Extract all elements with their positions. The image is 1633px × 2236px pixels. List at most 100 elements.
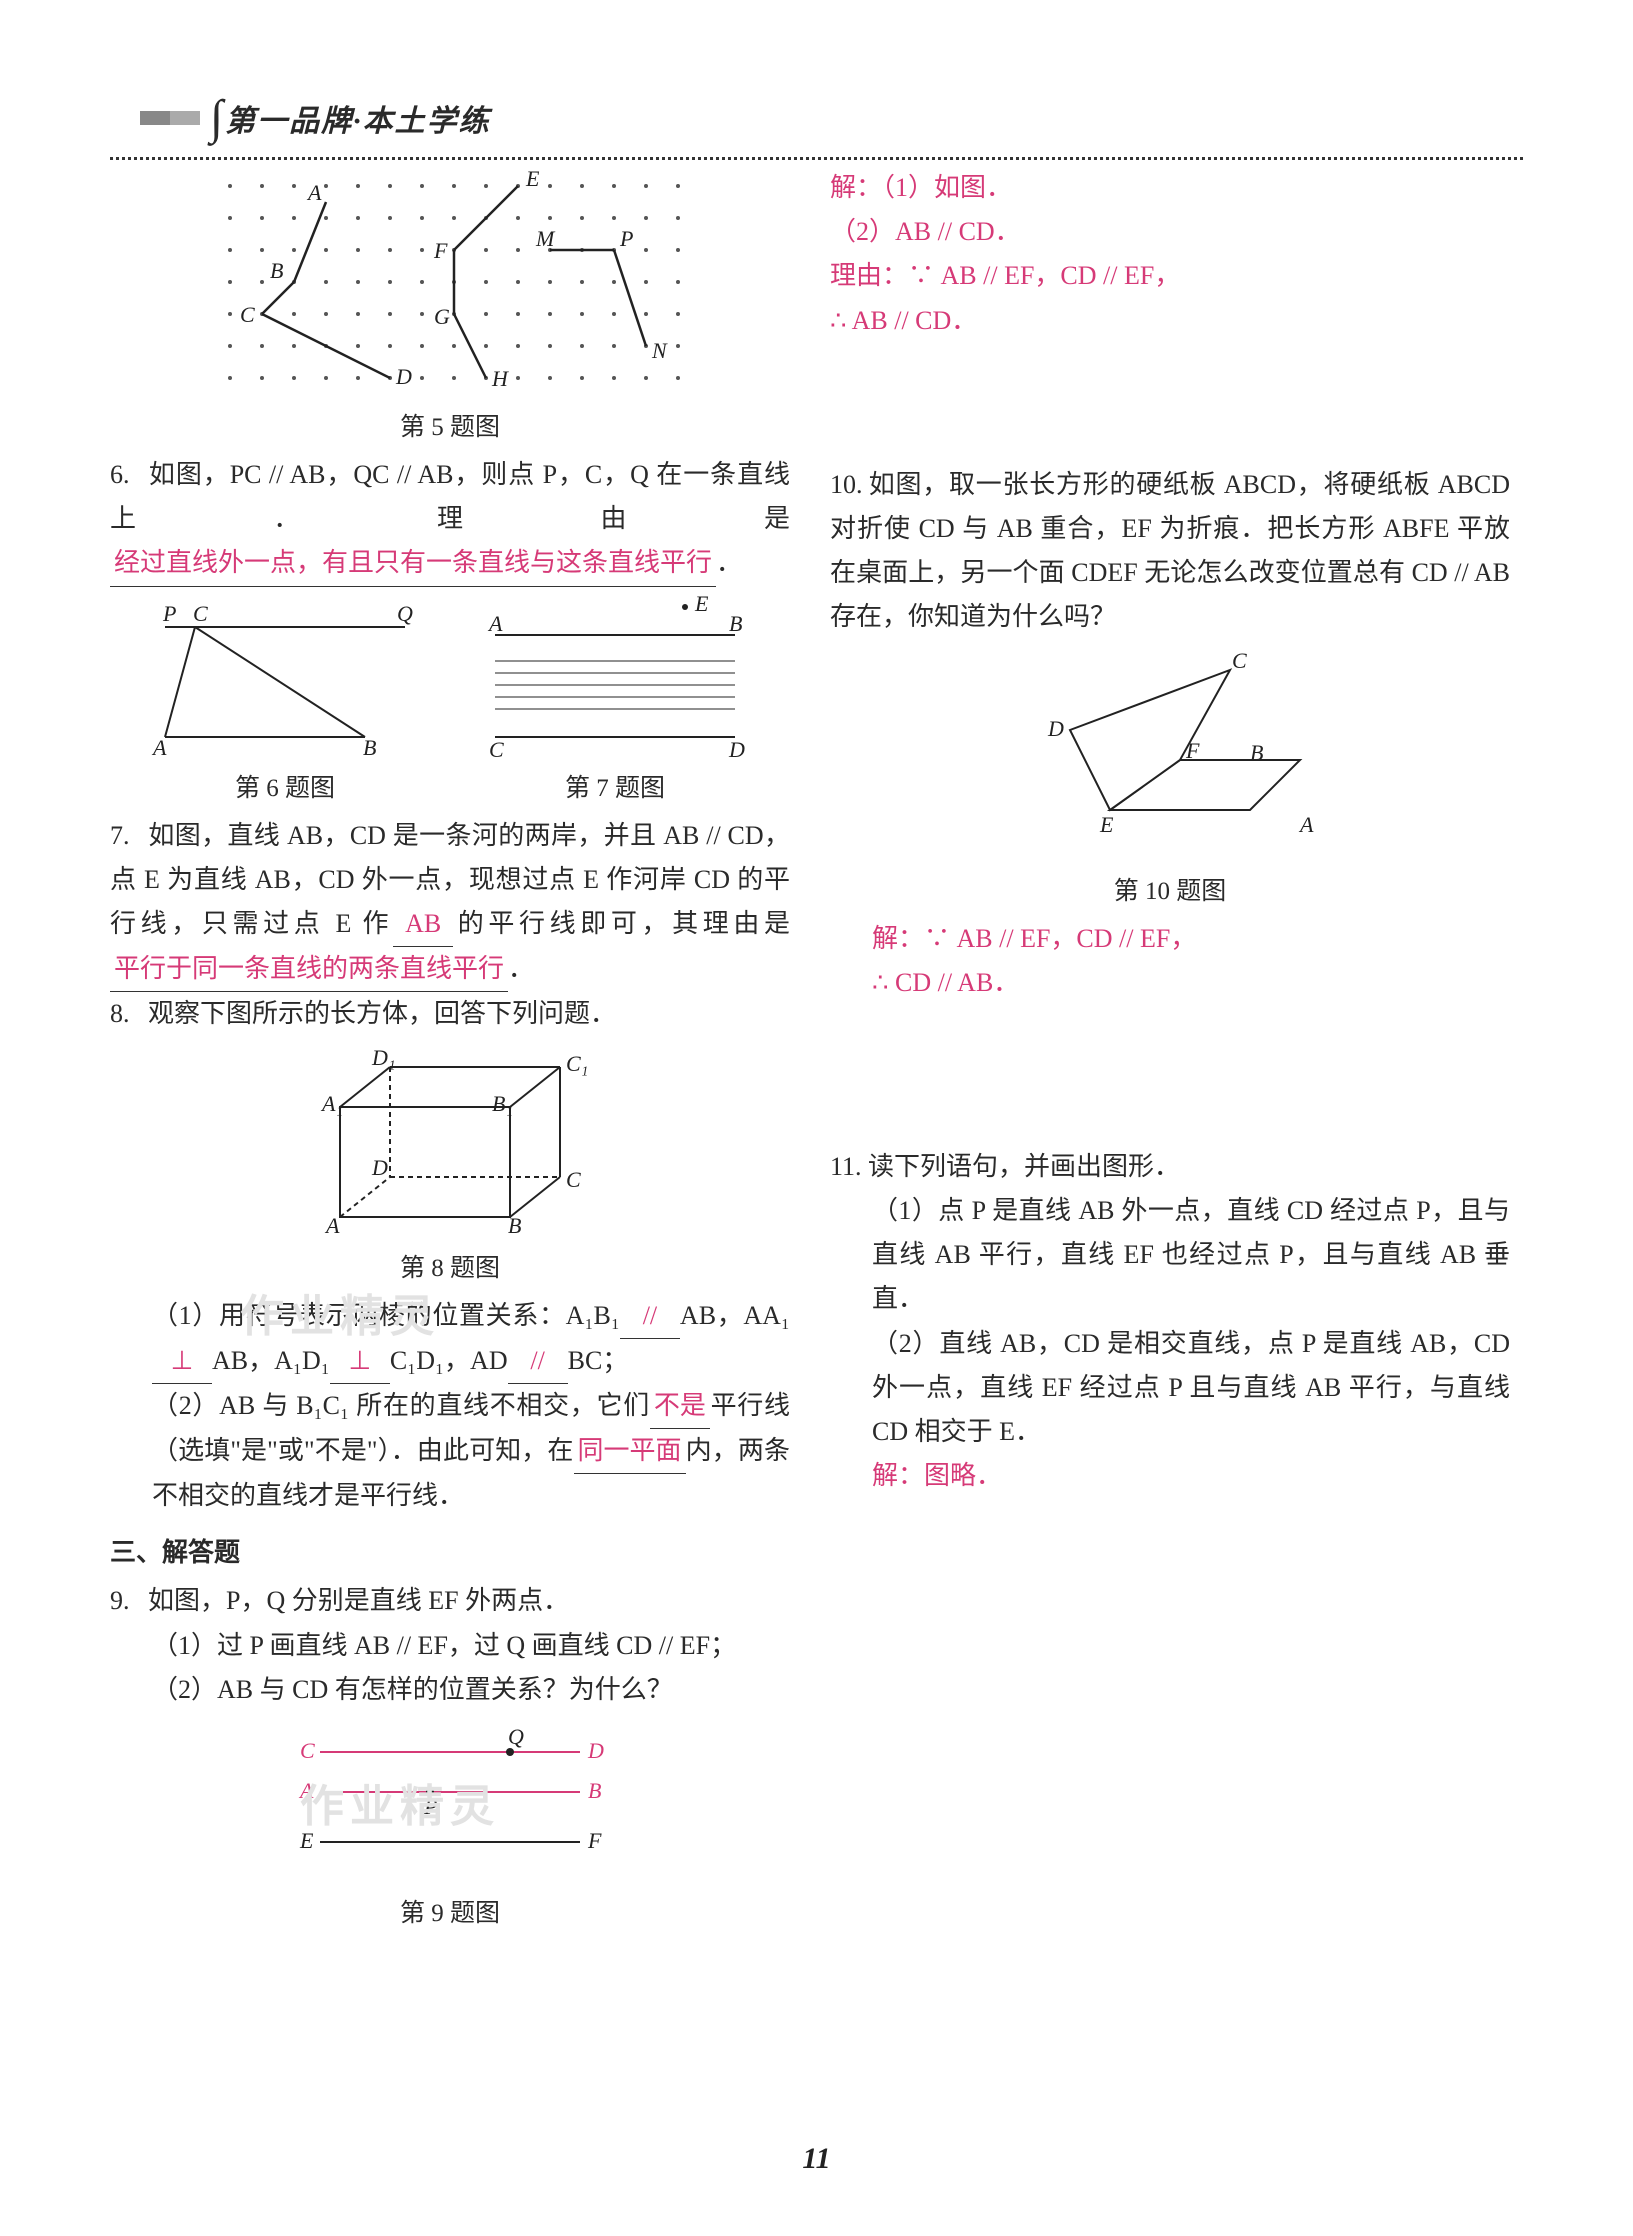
svg-text:H: H [491,366,509,391]
svg-text:C₁: C₁ [566,1051,588,1076]
svg-text:A: A [306,180,322,205]
q6-text-post: ． [716,548,742,577]
q9-p1: （1）过 P 画直线 AB // EF，过 Q 画直线 CD // EF； [110,1624,790,1668]
svg-text:B: B [729,611,742,636]
figure-9: C D Q A B P E F 第 9 题图 [110,1712,790,1929]
figure-5: A B C D E F G H M P N 第 5 题图 [110,166,790,443]
question-11: 11.读下列语句，并画出图形． [830,1145,1510,1189]
q8-p1-end: BC； [568,1346,629,1375]
svg-text:A₁: A₁ [320,1091,343,1116]
figure-9-caption: 第 9 题图 [110,1893,790,1929]
q11-text: 读下列语句，并画出图形． [868,1152,1180,1181]
svg-text:A: A [487,611,503,636]
question-9: 9.如图，P，Q 分别是直线 EF 外两点． [110,1579,790,1623]
header-bar-icon [140,111,200,125]
dotted-divider [110,157,1523,160]
solution-9: 解：（1）如图． （2）AB // CD． 理由：∵ AB // EF，CD /… [830,166,1510,343]
svg-text:B: B [508,1213,521,1237]
solution-11: 解：图略． [830,1454,1510,1498]
svg-text:B: B [588,1778,601,1803]
svg-text:F: F [1185,738,1200,763]
figure-5-svg: A B C D E F G H M P N [200,166,700,396]
svg-text:C: C [1232,648,1247,673]
sol9-l4: ∴ AB // CD． [830,299,1510,343]
q8-p1-m2: AB，A₁D₁ [212,1346,330,1375]
left-column: A B C D E F G H M P N 第 5 题图 6.如图，PC // … [110,166,790,1939]
sol10-l1: 解：∵ AB // EF，CD // EF， [872,917,1510,961]
svg-text:A: A [151,735,167,757]
sol9-l3: 理由：∵ AB // EF，CD // EF， [830,254,1510,298]
svg-text:A: A [324,1213,340,1237]
q8-num: 8. [110,992,148,1036]
right-column: 解：（1）如图． （2）AB // CD． 理由：∵ AB // EF，CD /… [830,166,1510,1939]
figure-7: E A B C D 第 7 题图 [465,587,765,814]
svg-text:B: B [1250,740,1263,765]
q8-a1: // [620,1294,680,1339]
q7-ans2: 平行于同一条直线的两条直线平行 [110,947,508,992]
q8-a3: ⊥ [330,1339,390,1384]
q8-p1-pre: （1）用符号表示两棱的位置关系：A₁B₁ [152,1301,620,1330]
q9-p2: （2）AB 与 CD 有怎样的位置关系？为什么？ [110,1668,790,1712]
q6-answer: 经过直线外一点，有且只有一条直线与这条直线平行 [110,541,716,586]
svg-text:B: B [363,735,376,757]
header-title: 第一品牌·本土学练 [225,96,491,140]
svg-text:C: C [193,601,208,626]
svg-text:D: D [395,364,412,389]
q7-t3: ． [508,954,534,983]
question-6: 6.如图，PC // AB，QC // AB，则点 P，C，Q 在一条直线上．理… [110,453,790,587]
q6-text-pre: 如图，PC // AB，QC // AB，则点 P，C，Q 在一条直线上．理由是 [110,460,790,533]
svg-text:P: P [162,601,176,626]
q9-num: 9. [110,1579,148,1623]
figure-10: A B C D E F 第 10 题图 [830,640,1510,907]
q11-p2: （2）直线 AB，CD 是相交直线，点 P 是直线 AB，CD 外一点，直线 E… [830,1322,1510,1455]
section-3-head: 三、解答题 [110,1532,790,1569]
figure-10-caption: 第 10 题图 [830,871,1510,907]
sol9-l2: （2）AB // CD． [830,210,1510,254]
q8-a4: // [508,1339,568,1384]
svg-text:M: M [535,226,556,251]
svg-text:C: C [240,302,255,327]
q8-a2: ⊥ [152,1339,212,1384]
svg-text:D: D [371,1155,388,1180]
q8-p1-m3: C₁D₁，AD [390,1346,508,1375]
q7-t2: 的平行线即可，其理由是 [453,909,790,938]
svg-text:D: D [1047,716,1064,741]
q8-part1: （1）用符号表示两棱的位置关系：A₁B₁//AB，AA₁⊥AB，A₁D₁⊥C₁D… [110,1294,790,1384]
q8-p1-m1: AB，AA₁ [680,1301,790,1330]
svg-text:P: P [423,1794,437,1819]
figure-5-caption: 第 5 题图 [110,407,790,443]
q11-num: 11. [830,1145,868,1189]
figure-7-caption: 第 7 题图 [465,768,765,804]
question-8: 8.观察下图所示的长方体，回答下列问题． [110,992,790,1036]
q8-a6: 同一平面 [574,1429,686,1474]
svg-text:Q: Q [397,601,413,626]
sol9-l1: 解：（1）如图． [830,166,1510,210]
svg-text:B₁: B₁ [492,1091,513,1116]
q8-a5: 不是 [650,1384,710,1429]
svg-text:N: N [651,338,668,363]
svg-text:A: A [298,1778,314,1803]
q8-part2: （2）AB 与 B₁C₁ 所在的直线不相交，它们不是平行线（选填"是"或"不是"… [110,1384,790,1519]
page-number: 11 [0,2142,1633,2176]
solution-10: 解：∵ AB // EF，CD // EF， ∴ CD // AB． [830,917,1510,1005]
svg-text:A: A [1298,812,1314,837]
q10-num: 10. [830,463,868,507]
svg-text:E: E [299,1828,314,1853]
svg-text:E: E [694,591,709,616]
sol10-l2: ∴ CD // AB． [872,961,1510,1005]
q11-p1: （1）点 P 是直线 AB 外一点，直线 CD 经过点 P，且与直线 AB 平行… [830,1189,1510,1322]
svg-text:B: B [270,258,283,283]
svg-text:F: F [433,238,448,263]
svg-text:C: C [566,1167,581,1192]
figure-6-caption: 第 6 题图 [135,768,435,804]
svg-text:Q: Q [508,1724,524,1749]
q7-ans1: AB [393,902,453,947]
svg-text:C: C [489,737,504,757]
question-10: 10.如图，取一张长方形的硬纸板 ABCD，将硬纸板 ABCD 对折使 CD 与… [830,463,1510,640]
figure-6: P C Q A B 第 6 题图 [135,587,435,814]
svg-text:E: E [1099,812,1114,837]
svg-text:D₁: D₁ [371,1045,396,1070]
q9-text: 如图，P，Q 分别是直线 EF 外两点． [148,1586,569,1615]
figure-8: A₁ B₁ C₁ D₁ A B C D 第 8 题图 [110,1037,790,1284]
svg-text:P: P [619,226,633,251]
